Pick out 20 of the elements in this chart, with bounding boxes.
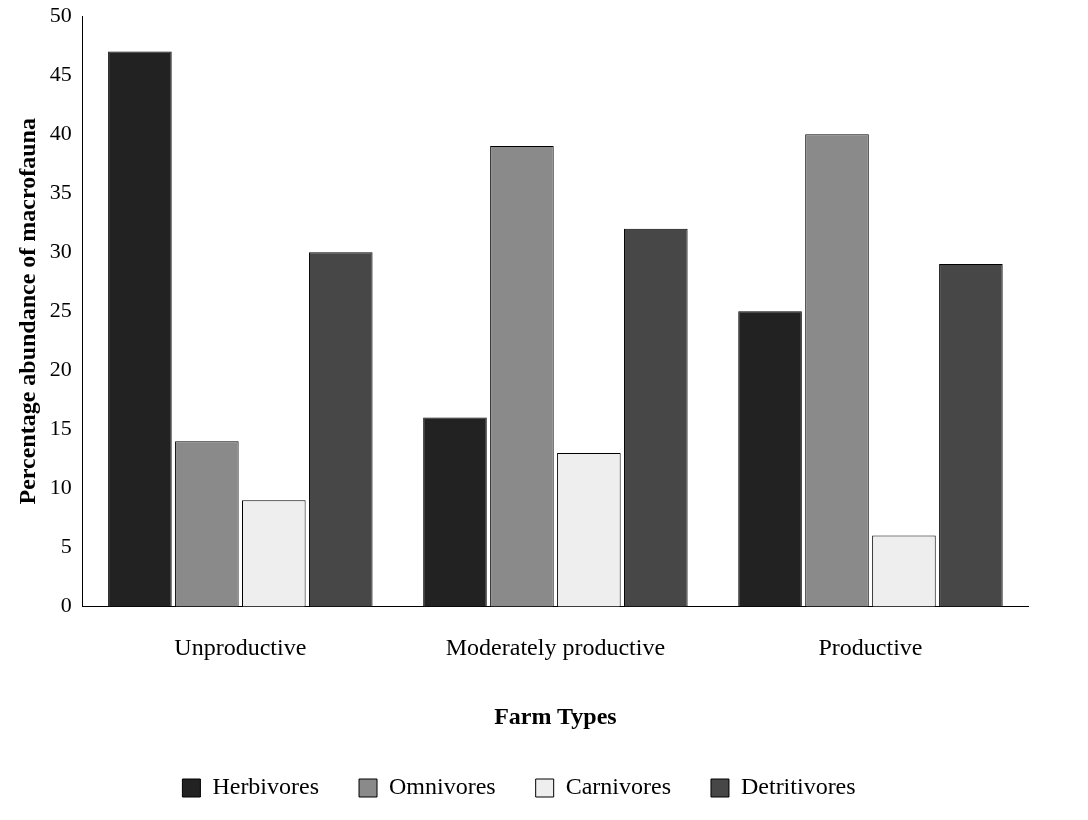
y-tick-label: 35: [49, 179, 72, 205]
y-tick-label: 5: [60, 533, 72, 559]
y-tick-label: 45: [49, 61, 72, 86]
y-tick-label: 15: [49, 415, 72, 441]
x-tick-label: Unproductive: [174, 634, 307, 661]
y-tick-label: 25: [49, 297, 72, 323]
y-tick-label: 30: [49, 238, 72, 264]
legend-label: Carnivores: [565, 773, 671, 800]
legend-label: Detritivores: [740, 773, 856, 800]
legend-label: Herbivores: [212, 773, 320, 800]
y-axis-title: Percentage abundance of macrofauna: [13, 118, 40, 505]
y-tick-label: 50: [49, 1, 72, 27]
x-tick-label: Moderately productive: [445, 634, 666, 661]
y-tick-label: 20: [49, 356, 72, 382]
y-tick-label: 40: [49, 120, 72, 146]
x-tick-label: Productive: [818, 634, 923, 661]
y-tick-label: 0: [60, 592, 72, 618]
y-tick-label: 10: [49, 474, 72, 500]
legend-label: Omnivores: [389, 773, 496, 800]
x-axis-title: Farm Types: [494, 702, 617, 729]
